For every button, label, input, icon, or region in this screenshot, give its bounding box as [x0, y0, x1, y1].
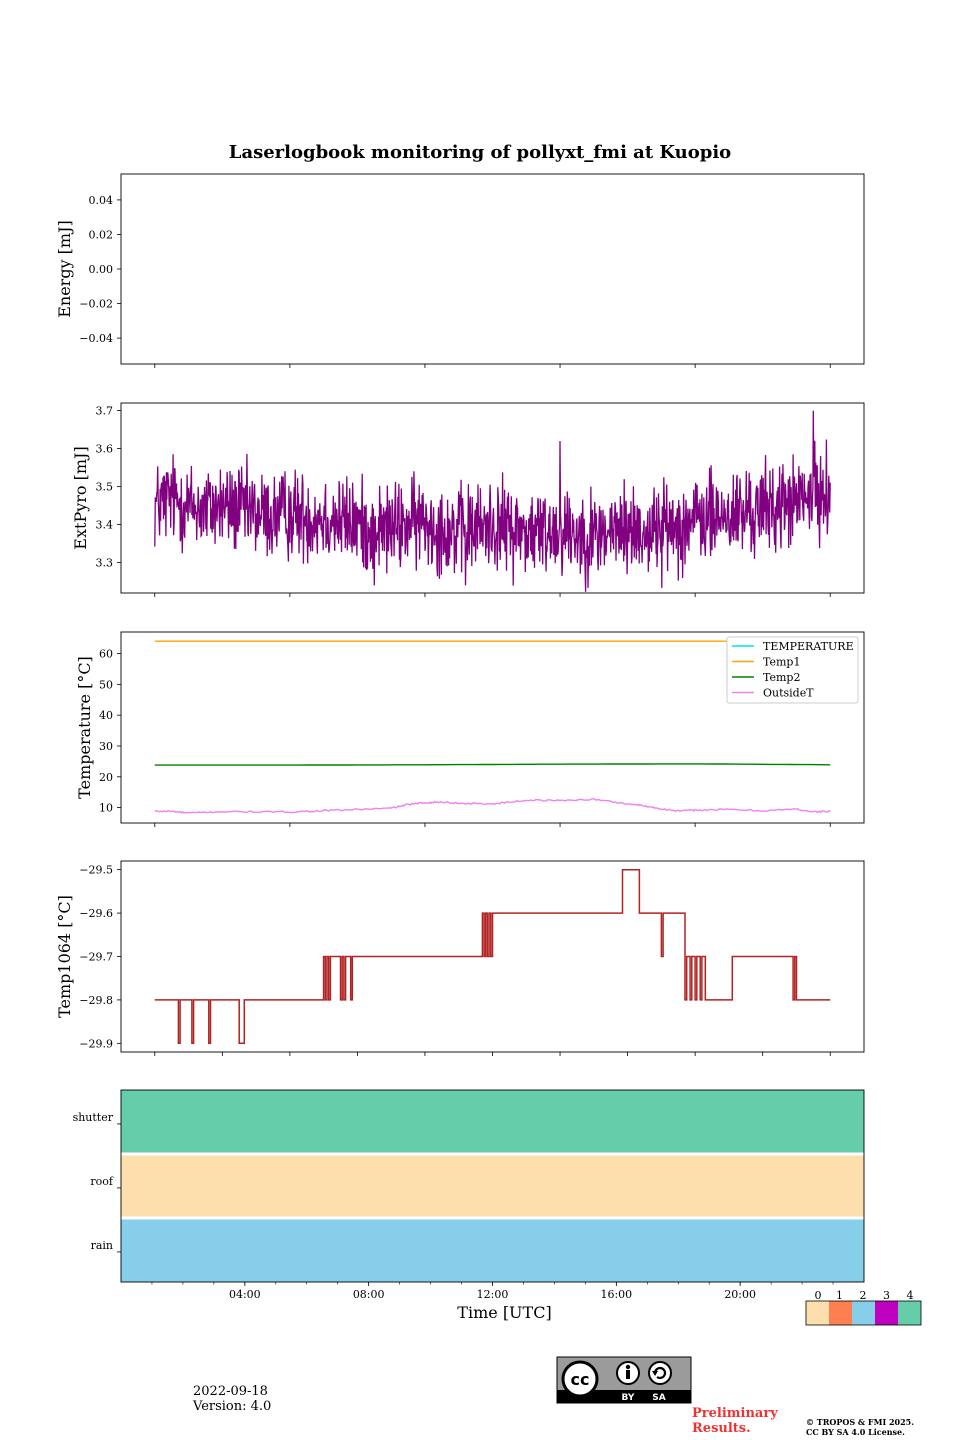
axes-frame-extpyro — [120, 402, 865, 594]
preliminary-line-1: Preliminary — [692, 1406, 778, 1421]
ytick-label-temperature: 20 — [99, 771, 113, 784]
xtick-label: 08:00 — [353, 1288, 385, 1301]
colorbar: 0 1 2 3 4 — [805, 1289, 922, 1326]
svg-text:cc: cc — [571, 1370, 590, 1389]
panel-status: shutter roof rain 04:00 08:00 12:00 16:00 20:00… — [73, 1089, 865, 1322]
ytick-label-energy: 0.04 — [89, 194, 114, 207]
ylabel-energy: Energy [mJ] — [55, 220, 74, 318]
legend-label-temp1: Temp1 — [763, 656, 800, 669]
panel-extpyro: 3.7 3.6 3.5 3.4 3.3 ExtPyro [mJ] — [71, 402, 865, 597]
ytick-label-temperature: 30 — [99, 740, 113, 753]
legend-label-temp2: Temp2 — [763, 671, 800, 684]
ytick-label-temp1064: −29.5 — [79, 864, 113, 877]
ytick-label-temperature: 40 — [99, 709, 113, 722]
colorbar-tick-label: 0 — [815, 1289, 822, 1302]
ytick-label-extpyro: 3.3 — [96, 557, 114, 570]
colorbar-tick-label: 3 — [883, 1289, 890, 1302]
ytick-label-extpyro: 3.5 — [96, 481, 114, 494]
row-label-roof: roof — [90, 1175, 114, 1188]
share-alike-icon — [648, 1361, 672, 1385]
copyright-line-2: CC BY SA 4.0 License. — [806, 1427, 905, 1437]
footer-date-version: 2022-09-18 Version: 4.0 — [193, 1384, 271, 1414]
colorbar-cell-2 — [852, 1301, 875, 1325]
colorbar-cell-1 — [829, 1301, 852, 1325]
xtick-label: 20:00 — [724, 1288, 756, 1301]
status-band-shutter — [121, 1090, 864, 1154]
colorbar-tick-label: 4 — [907, 1289, 914, 1302]
ylabel-extpyro: ExtPyro [mJ] — [71, 446, 90, 549]
ytick-label-extpyro: 3.4 — [96, 519, 114, 532]
series-extpyro — [154, 410, 831, 592]
series-temp2 — [154, 763, 831, 766]
legend: TEMPERATURE Temp1 Temp2 OutsideT — [726, 636, 859, 704]
colorbar-cell-3 — [875, 1301, 898, 1325]
xtick-label: 04:00 — [229, 1288, 261, 1301]
colorbar-cell-4 — [898, 1301, 921, 1325]
xtick-label: 12:00 — [477, 1288, 509, 1301]
ytick-label-energy: 0.00 — [89, 263, 114, 276]
axes-frame-energy — [120, 173, 865, 365]
legend-label-outsidet: OutsideT — [763, 687, 814, 700]
row-label-rain: rain — [91, 1239, 113, 1252]
ytick-label-temp1064: −29.6 — [79, 907, 113, 920]
license-by-label: BY — [622, 1393, 635, 1403]
ytick-label-extpyro: 3.7 — [96, 405, 114, 418]
copyright-notice: © TROPOS & FMI 2025. CC BY SA 4.0 Licens… — [806, 1417, 914, 1437]
row-label-shutter: shutter — [73, 1111, 114, 1124]
version-label: Version: 4.0 — [193, 1399, 272, 1414]
axes-frame-temp1064 — [120, 860, 865, 1053]
license-sa-label: SA — [652, 1393, 665, 1403]
ytick-label-temperature: 50 — [99, 678, 113, 691]
ylabel-temp1064: Temp1064 [°C] — [55, 895, 74, 1018]
cc-license-badge: cc BY SA — [556, 1356, 692, 1404]
ytick-label-energy: 0.02 — [89, 228, 114, 241]
colorbar-tick-label: 2 — [860, 1289, 867, 1302]
status-band-rain — [121, 1218, 864, 1282]
colorbar-cell-0 — [806, 1301, 829, 1325]
copyright-line-1: © TROPOS & FMI 2025. — [806, 1417, 915, 1427]
cc-icon — [561, 1360, 599, 1398]
panel-temp1064: −29.5 −29.6 −29.7 −29.8 −29.9 Temp1064 [°C] — [55, 860, 865, 1056]
ytick-label-energy: −0.04 — [79, 332, 113, 345]
ytick-label-temperature: 60 — [99, 648, 113, 661]
ylabel-temperature: Temperature [°C] — [75, 656, 94, 799]
ytick-label-temperature: 10 — [99, 802, 113, 815]
xtick-label: 16:00 — [600, 1288, 632, 1301]
xlabel: Time [UTC] — [457, 1303, 551, 1322]
ytick-label-temp1064: −29.8 — [79, 994, 113, 1007]
legend-label-temperature: TEMPERATURE — [763, 640, 854, 653]
series-outsidet — [154, 797, 831, 814]
colorbar-frame — [805, 1300, 922, 1326]
panel-energy: 0.04 0.02 0.00 −0.02 −0.04 Energy [mJ] — [55, 173, 865, 368]
ytick-label-energy: −0.02 — [79, 298, 113, 311]
chart-title: Laserlogbook monitoring of pollyxt_fmi a… — [229, 142, 731, 163]
preliminary-notice: Preliminary Results. — [692, 1406, 778, 1436]
legend-box — [726, 636, 859, 704]
ytick-label-temp1064: −29.7 — [79, 951, 113, 964]
ytick-label-temp1064: −29.9 — [79, 1037, 113, 1050]
series-temp1064 — [154, 868, 831, 1045]
preliminary-line-2: Results. — [692, 1421, 751, 1436]
ytick-label-extpyro: 3.6 — [96, 443, 114, 456]
axes-frame-temperature — [120, 631, 865, 824]
panel-temperature: TEMPERATURE Temp1 Temp2 OutsideT 60 50 40 30 20 1… — [75, 631, 865, 827]
date-label: 2022-09-18 — [193, 1384, 268, 1399]
colorbar-tick-label: 1 — [836, 1289, 843, 1302]
status-band-roof — [121, 1154, 864, 1218]
